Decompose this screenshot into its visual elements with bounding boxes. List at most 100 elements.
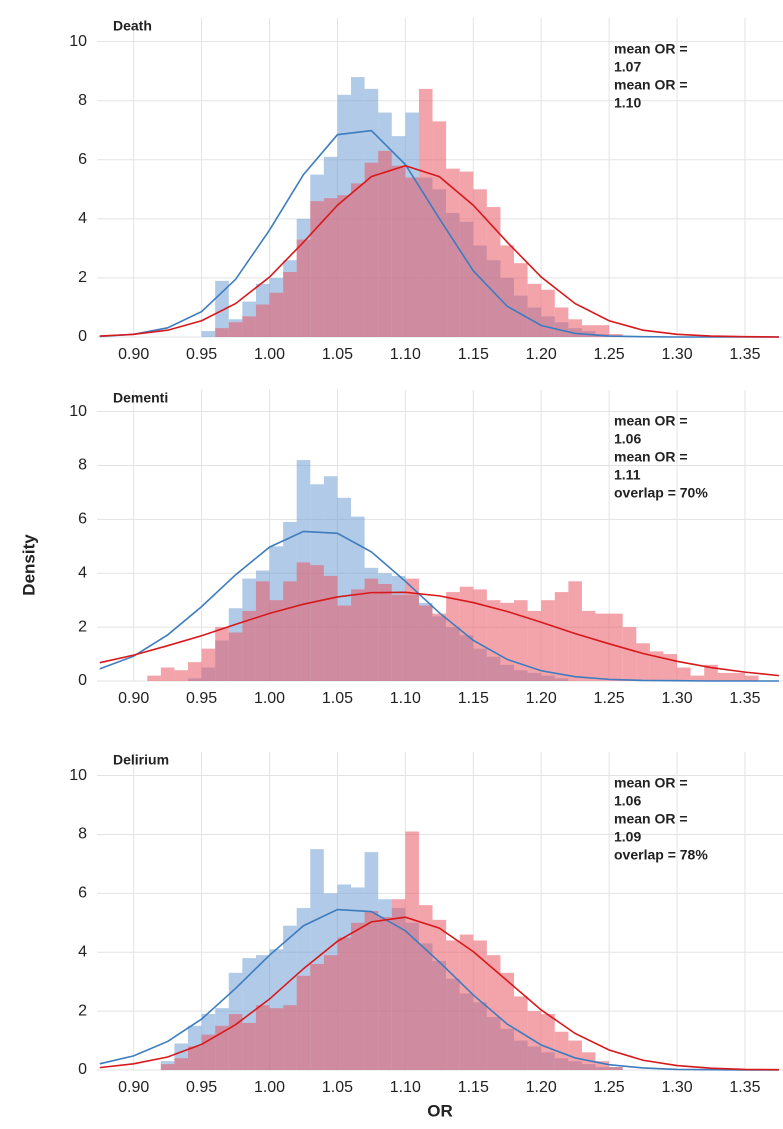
y-tick-label: 2 [78,1002,87,1019]
histogram-bar [432,919,447,1070]
x-tick-label: 1.30 [661,346,692,363]
histogram-bar [459,934,474,1070]
histogram-bar [242,610,256,681]
histogram-bar [228,632,243,681]
x-tick-label: 1.15 [458,346,489,363]
x-tick-label: 1.00 [254,346,285,363]
histogram-bar [215,328,229,337]
y-tick-label: 10 [69,33,87,50]
histogram-bar [527,283,542,337]
annotation: mean OR = [614,775,688,791]
histogram-bar [378,150,392,337]
density-curve [99,916,779,1071]
histogram-bar [255,304,270,337]
x-tick-label: 1.25 [594,1079,625,1096]
histogram-bar [486,207,501,337]
histogram-bar [378,584,392,681]
histogram-bar [677,667,691,681]
histogram-bar [649,651,664,681]
histogram-bar [174,670,189,681]
histogram-bar [446,940,460,1070]
y-tick-label: 10 [69,767,87,784]
histogram-bar [364,578,379,681]
histogram-bar [364,162,379,337]
density-curve [99,129,779,338]
histogram-bar [242,1022,256,1070]
x-tick-label: 1.05 [322,346,353,363]
histogram-bar [541,1014,555,1070]
histogram-bar [514,600,528,681]
panel-title: Death [113,18,152,34]
histogram-bar [541,600,555,681]
annotation: 1.09 [614,829,641,845]
histogram-bar [201,648,216,681]
histogram-bar [704,664,718,681]
histogram-bar [541,289,555,337]
panel-title: Dementi [113,390,168,406]
histogram-bar [744,675,759,681]
histogram-bar [351,183,365,337]
x-tick-label: 1.25 [594,346,625,363]
histogram-bar [418,905,433,1070]
histogram-bar [337,605,352,681]
histogram-bar [391,899,406,1070]
histogram-bar [188,1046,202,1070]
histogram-bar [310,201,324,337]
histogram-bar [310,964,324,1070]
x-tick-label: 1.35 [729,346,760,363]
y-tick-label: 6 [78,511,87,528]
histogram-bar [595,1061,610,1070]
histogram-bar [554,1031,569,1070]
histogram-bar [581,325,596,337]
y-tick-label: 2 [78,269,87,286]
histogram-bar [432,121,447,337]
histogram-bar [147,675,161,681]
panel-title: Delirium [113,752,169,768]
histogram-bar [323,198,338,337]
histogram-bar [581,610,596,681]
x-tick-label: 1.05 [322,690,353,707]
histogram-bar [568,1040,582,1070]
annotation: mean OR = [614,77,688,93]
histogram-bar [554,307,569,337]
y-tick-label: 4 [78,210,87,227]
x-tick-label: 0.90 [118,690,149,707]
x-tick-label: 1.20 [526,690,557,707]
histogram-bar [405,177,419,337]
annotation: 1.07 [614,59,641,75]
histogram-bar [391,594,406,681]
density-curve [99,530,779,682]
x-tick-label: 1.15 [458,1079,489,1096]
histogram-bar [690,675,705,681]
histogram-bar [609,613,623,681]
panel: 0 2 4 6 8 10 0.90 0.95 1.00 1.05 1.10 1.15 1.20 1.25 1… [69,18,783,363]
histogram-bar [296,975,311,1070]
histogram-bar [486,600,501,681]
plot-area [99,77,779,338]
histogram-bar [337,937,352,1070]
y-tick-label: 0 [78,672,87,689]
histogram-bar [269,292,284,337]
x-tick-label: 1.30 [661,690,692,707]
histogram-bar [405,578,419,681]
histogram-bar [255,1005,270,1070]
y-tick-label: 8 [78,92,87,109]
histogram-bar [201,331,216,337]
histogram-bar [418,88,433,337]
x-tick-label: 1.35 [729,1079,760,1096]
plot-area [99,460,780,682]
x-tick-label: 1.20 [526,346,557,363]
histogram-bar [446,168,460,337]
histogram-bar [514,263,528,337]
annotation: mean OR = [614,449,688,465]
y-tick-label: 10 [69,403,87,420]
annotation: mean OR = [614,41,688,57]
y-tick-label: 8 [78,826,87,843]
histogram-bar [201,1034,216,1070]
histogram-bar [337,195,352,337]
histogram-bar [473,940,487,1070]
y-tick-label: 2 [78,618,87,635]
annotation: mean OR = [614,413,688,429]
y-tick-label: 4 [78,564,87,581]
